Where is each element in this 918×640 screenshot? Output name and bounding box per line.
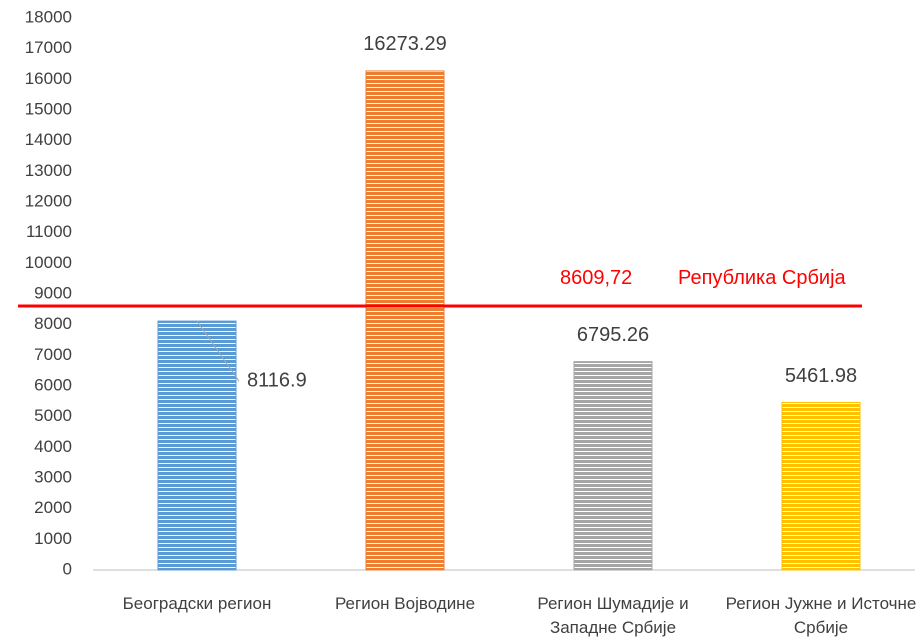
reference-value-label: 8609,72 (560, 267, 632, 289)
y-tick-label: 5000 (34, 406, 72, 425)
y-tick-label: 1000 (34, 529, 72, 548)
y-tick-label: 12000 (25, 191, 72, 210)
x-tick-label: Регион Јужне и Источне Србије (725, 594, 917, 637)
y-tick-label: 9000 (34, 283, 72, 302)
bar (781, 401, 861, 571)
y-tick-label: 0 (63, 559, 72, 578)
y-tick-label: 18000 (25, 7, 72, 26)
y-tick-label: 14000 (25, 130, 72, 149)
bar (365, 70, 445, 571)
bar (157, 320, 237, 571)
y-tick-label: 17000 (25, 38, 72, 57)
y-tick-label: 11000 (26, 222, 72, 241)
y-tick-label: 10000 (25, 253, 72, 272)
y-tick-label: 7000 (34, 345, 72, 364)
x-tick-label: Регион Војводине (334, 594, 476, 613)
y-tick-label: 13000 (25, 161, 72, 180)
reference-name: Република Србија (678, 267, 847, 289)
x-tick-label: Регион Шумадије и Западне Србије (537, 594, 689, 637)
data-label: 8116.9 (247, 369, 307, 391)
y-tick-label: 6000 (34, 375, 72, 394)
data-label: 5461.98 (785, 365, 857, 387)
leader-line (196, 320, 240, 382)
y-tick-label: 15000 (25, 99, 72, 118)
y-tick-label: 16000 (25, 69, 72, 88)
data-label: 16273.29 (363, 33, 446, 55)
data-label: 6795.26 (577, 324, 649, 346)
y-tick-label: 2000 (34, 498, 72, 517)
bar (573, 361, 653, 571)
y-tick-label: 8000 (34, 314, 72, 333)
x-tick-label: Београдски регион (122, 594, 272, 613)
y-tick-label: 4000 (34, 437, 72, 456)
y-tick-label: 3000 (34, 467, 72, 486)
